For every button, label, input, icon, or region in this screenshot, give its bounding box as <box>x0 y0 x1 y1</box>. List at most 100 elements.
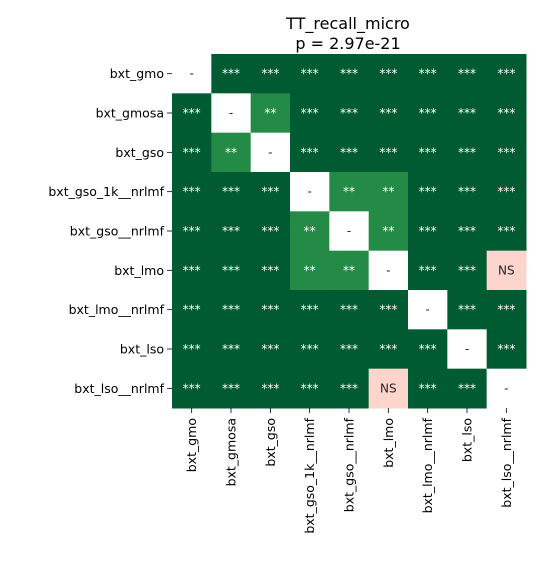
heatmap-cell <box>172 211 212 252</box>
cell-label: *** <box>222 381 240 395</box>
cell-label: *** <box>183 145 201 159</box>
row-tick-label: bxt_gso__nrlmf <box>70 224 165 239</box>
cell-label: *** <box>379 67 397 81</box>
cell-label: *** <box>261 224 279 238</box>
heatmap-cell <box>447 172 488 212</box>
cell-label: - <box>425 303 429 317</box>
cell-label: *** <box>419 67 437 81</box>
cell-label: *** <box>340 145 358 159</box>
cell-label: *** <box>497 185 515 199</box>
cell-label: *** <box>340 342 358 356</box>
heatmap-cell <box>329 172 370 212</box>
cell-label: *** <box>497 303 515 317</box>
cell-label: *** <box>419 342 437 356</box>
heatmap-cell <box>250 172 291 212</box>
cell-label: *** <box>261 67 279 81</box>
cell-label: *** <box>183 263 201 277</box>
cell-label: NS <box>498 263 515 277</box>
heatmap-cell <box>329 54 370 94</box>
cell-label: *** <box>261 303 279 317</box>
cell-label: *** <box>222 67 240 81</box>
heatmap-cell <box>368 368 409 409</box>
heatmap-cell <box>486 132 527 173</box>
cell-label: *** <box>301 106 319 120</box>
cell-label: *** <box>301 67 319 81</box>
cell-label: *** <box>497 342 515 356</box>
heatmap-cell <box>408 250 448 291</box>
cell-label: - <box>465 342 469 356</box>
heatmap-cell <box>368 172 409 212</box>
heatmap-cell <box>408 54 448 94</box>
heatmap-cell <box>486 250 527 291</box>
column-tick-label: bxt_lso__nrlmf <box>499 417 514 507</box>
cell-label: *** <box>340 381 358 395</box>
cell-label: ** <box>343 185 355 199</box>
heatmap-cell <box>250 54 291 94</box>
heatmap-cell <box>172 368 212 409</box>
heatmap-cell <box>211 172 252 212</box>
row-tick-label: bxt_gso <box>115 145 164 160</box>
cell-label: *** <box>183 106 201 120</box>
heatmap-cell <box>408 132 448 173</box>
heatmap-cell <box>250 93 291 134</box>
cell-label: *** <box>458 381 476 395</box>
cell-label: ** <box>382 185 394 199</box>
heatmap-cell <box>447 368 488 409</box>
cell-label: *** <box>183 381 201 395</box>
heatmap-cell <box>290 54 330 94</box>
cell-label: - <box>268 145 272 159</box>
heatmap-cell <box>368 250 409 291</box>
heatmap-cell <box>447 250 488 291</box>
cell-label: *** <box>183 224 201 238</box>
cell-label: *** <box>419 263 437 277</box>
heatmap-cell <box>172 54 212 94</box>
cell-label: *** <box>183 342 201 356</box>
cell-label: *** <box>301 145 319 159</box>
heatmap-cell <box>172 329 212 370</box>
heatmap-cell <box>368 290 409 330</box>
cell-label: *** <box>222 303 240 317</box>
heatmap-cell <box>329 132 370 173</box>
cell-label: *** <box>419 145 437 159</box>
column-tick-label: bxt_gso__nrlmf <box>342 417 357 512</box>
cell-label: *** <box>497 106 515 120</box>
cell-label: ** <box>304 224 316 238</box>
heatmap-cell <box>447 329 488 370</box>
heatmap-cell <box>211 93 252 134</box>
heatmap-cell <box>408 329 448 370</box>
heatmap-cell <box>250 290 291 330</box>
cell-label: ** <box>225 145 237 159</box>
cell-label: *** <box>183 185 201 199</box>
heatmap-cell <box>408 172 448 212</box>
cell-label: ** <box>304 263 316 277</box>
heatmap-cell <box>329 368 370 409</box>
heatmap-cell <box>290 368 330 409</box>
cell-label: - <box>307 185 311 199</box>
heatmap-cell <box>408 93 448 134</box>
row-tick-label: bxt_lso <box>120 342 164 357</box>
heatmap-cell <box>172 250 212 291</box>
cell-label: *** <box>379 145 397 159</box>
heatmap-cell <box>329 211 370 252</box>
cell-label: *** <box>340 67 358 81</box>
heatmap-cell <box>250 368 291 409</box>
heatmap-cell <box>172 172 212 212</box>
heatmap-cell <box>486 329 527 370</box>
row-tick-label: bxt_gso_1k__nrlmf <box>48 184 164 199</box>
cell-label: *** <box>458 224 476 238</box>
heatmap-cell <box>329 93 370 134</box>
cell-label: - <box>386 263 390 277</box>
cell-label: *** <box>419 106 437 120</box>
row-tick-label: bxt_lso__nrlmf <box>74 381 164 396</box>
heatmap-cell <box>290 172 330 212</box>
heatmap-cell <box>290 93 330 134</box>
heatmap-cell <box>329 250 370 291</box>
cell-label: *** <box>497 224 515 238</box>
heatmap-cell <box>211 250 252 291</box>
heatmap-cell <box>290 290 330 330</box>
column-tick-labels: bxt_gmo bxt_gmosa bxt_gso bxt_gso_1k__nrlmf… <box>184 408 514 534</box>
cell-label: *** <box>261 263 279 277</box>
cell-label: *** <box>458 303 476 317</box>
cell-label: *** <box>301 342 319 356</box>
cell-label: *** <box>379 342 397 356</box>
